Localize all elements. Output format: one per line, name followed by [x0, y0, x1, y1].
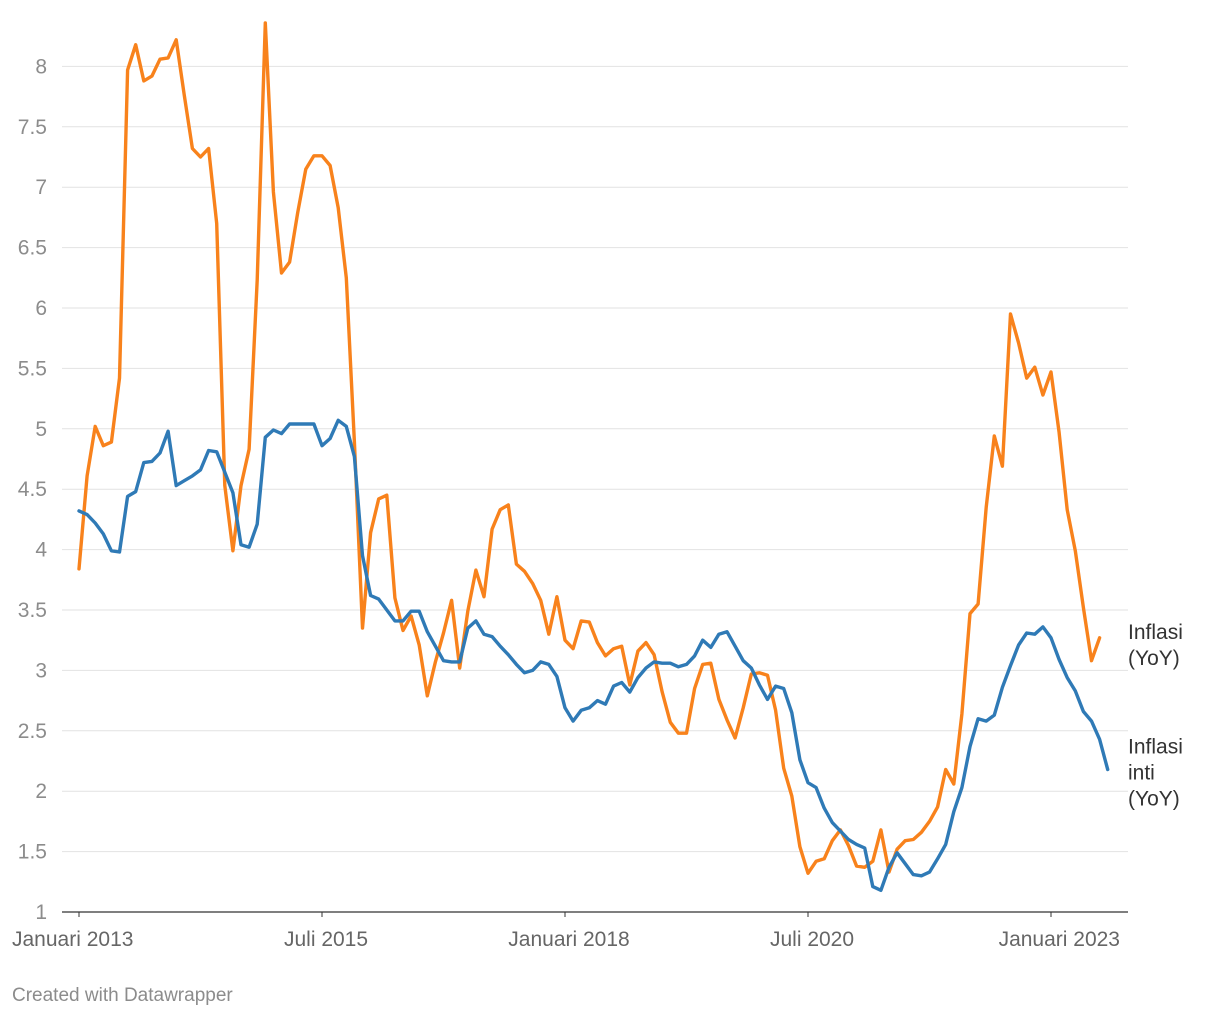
- y-tick-label: 4: [35, 539, 47, 562]
- y-tick-label: 6: [35, 297, 47, 320]
- y-tick-label: 8: [35, 55, 47, 78]
- series-label-line: Inflasi: [1128, 621, 1183, 644]
- y-axis: 1 1.5 2 2.5 3 3.5 4 4.5 5 5.5 6 6.5 7 7.5 8: [18, 55, 48, 924]
- series-label-line: Inflasi: [1128, 735, 1183, 758]
- series-lines: [77, 21, 1110, 892]
- series-label-line: (YoY): [1128, 647, 1180, 670]
- credit-text: Created with Datawrapper: [12, 985, 233, 1006]
- y-tick-label: 2.5: [18, 720, 47, 743]
- y-tick-label: 5.5: [18, 357, 47, 380]
- y-tick-label: 3: [35, 659, 47, 682]
- y-tick-label: 3.5: [18, 599, 47, 622]
- y-tick-label: 5: [35, 418, 47, 441]
- series-labels: Inflasi (YoY) Inflasi inti (YoY): [1128, 621, 1183, 811]
- x-tick-label: Juli 2020: [770, 928, 854, 951]
- series-label-line: (YoY): [1128, 787, 1180, 810]
- y-tick-label: 1.5: [18, 841, 47, 864]
- series-label-line: inti: [1128, 761, 1155, 784]
- x-axis: Januari 2013 Juli 2015 Januari 2018 Juli 20…: [12, 912, 1120, 951]
- y-tick-label: 4.5: [18, 478, 47, 501]
- series-line-inflasi-inti: [77, 418, 1110, 892]
- series-label-inflasi-inti: Inflasi inti (YoY): [1128, 735, 1183, 810]
- x-tick-label: Januari 2013: [12, 928, 133, 951]
- y-tick-label: 1: [35, 901, 47, 924]
- x-tick-label: Juli 2015: [284, 928, 368, 951]
- x-tick-label: Januari 2023: [999, 928, 1120, 951]
- y-tick-label: 7: [35, 176, 47, 199]
- grid-lines: [62, 65, 1128, 913]
- y-tick-label: 7.5: [18, 116, 47, 139]
- y-tick-label: 2: [35, 780, 47, 803]
- series-line-inflasi: [77, 21, 1102, 875]
- y-tick-label: 6.5: [18, 237, 47, 260]
- series-label-inflasi: Inflasi (YoY): [1128, 621, 1183, 670]
- x-tick-label: Januari 2018: [508, 928, 629, 951]
